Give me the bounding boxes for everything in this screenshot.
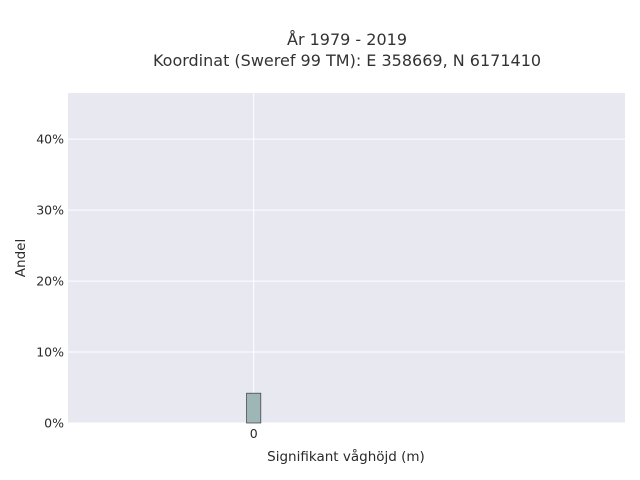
chart-title-line-1: År 1979 - 2019 — [287, 30, 407, 49]
chart-title-line-2: Koordinat (Sweref 99 TM): E 358669, N 61… — [153, 51, 541, 70]
y-tick-label: 30% — [36, 203, 64, 218]
y-axis-title: Andel — [13, 239, 29, 277]
histogram-bar — [246, 392, 262, 424]
x-axis-title: Signifikant våghöjd (m) — [267, 448, 425, 465]
x-tick-label: 0 — [250, 426, 258, 441]
y-tick-label: 20% — [36, 274, 64, 289]
plot-area — [68, 93, 625, 423]
bars — [246, 392, 262, 424]
y-tick-label: 0% — [44, 416, 64, 431]
y-tick-label: 10% — [36, 345, 64, 360]
y-tick-label: 40% — [36, 132, 64, 147]
tick-labels: 0%10%20%30%40%00,010,020,030,040,05 — [36, 132, 258, 441]
gridlines — [68, 93, 625, 424]
